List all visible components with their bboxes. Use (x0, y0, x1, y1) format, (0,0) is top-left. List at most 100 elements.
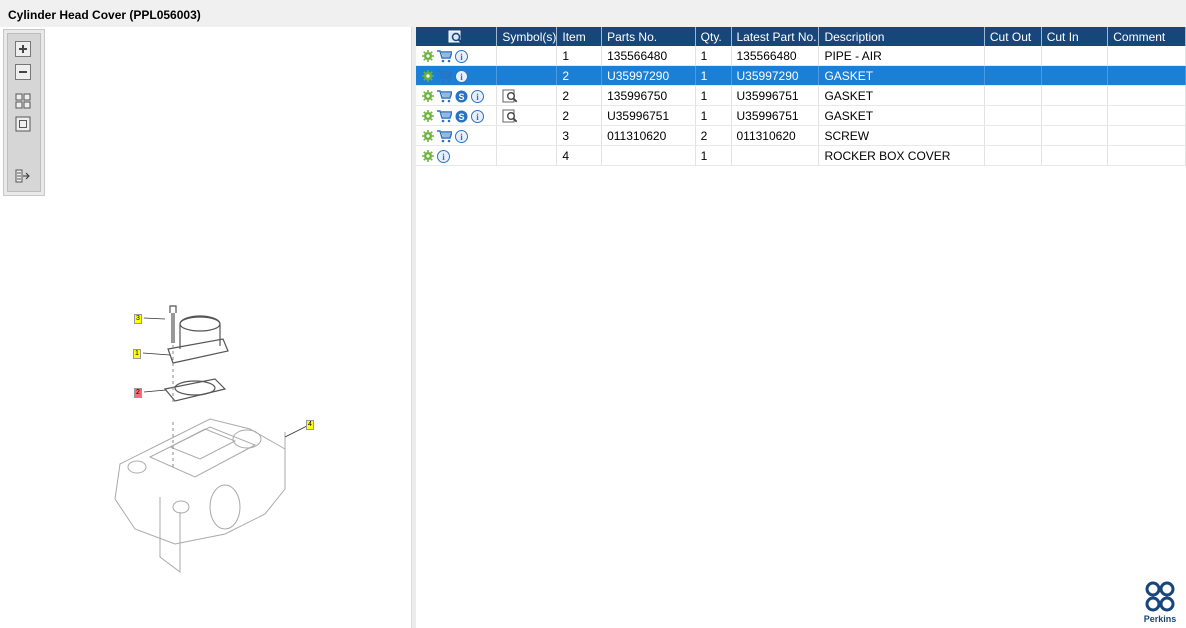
cell-description: GASKET (818, 105, 985, 126)
view-document-icon[interactable] (502, 89, 518, 103)
cell-cut-out (984, 65, 1042, 86)
cell-cut-in (1041, 105, 1109, 126)
cell-comment (1107, 125, 1186, 146)
info-icon[interactable]: i (455, 129, 468, 143)
cell-comment (1107, 46, 1186, 66)
cell-qty: 1 (695, 46, 732, 66)
actual-size-button[interactable] (14, 115, 32, 133)
cell-symbols (496, 85, 558, 106)
gear-icon[interactable] (422, 90, 434, 103)
viewer-toolbox (3, 29, 45, 196)
cart-icon[interactable] (437, 89, 452, 103)
diagram-pane[interactable]: 3 1 2 4 (0, 27, 411, 628)
brand-name: Perkins (1144, 614, 1177, 624)
pane-splitter[interactable] (411, 27, 417, 628)
cell-symbols (496, 105, 558, 126)
callout-1[interactable]: 1 (133, 349, 141, 359)
svg-text:i: i (476, 92, 479, 102)
svg-text:S: S (458, 112, 464, 122)
cell-symbols (496, 46, 558, 66)
substitute-s-icon[interactable]: S (455, 90, 468, 103)
cell-parts-no: 135566480 (601, 46, 696, 66)
header-item[interactable]: Item (556, 27, 603, 46)
callout-3[interactable]: 3 (134, 314, 142, 324)
substitute-s-icon[interactable]: S (455, 110, 468, 123)
cart-icon[interactable] (437, 69, 452, 83)
header-comment[interactable]: Comment (1107, 27, 1186, 46)
info-icon[interactable]: i (471, 89, 484, 103)
cell-latest-part-no: U35996751 (731, 105, 820, 126)
row-actions: i (416, 145, 498, 166)
info-icon[interactable]: i (437, 149, 450, 163)
gear-icon[interactable] (422, 130, 434, 143)
header-description[interactable]: Description (818, 27, 985, 46)
cell-description: ROCKER BOX COVER (818, 145, 985, 166)
table-row[interactable]: i 4 1 ROCKER BOX COVER (416, 145, 1186, 166)
svg-text:i: i (460, 72, 463, 82)
cell-qty: 1 (695, 105, 732, 126)
cart-icon[interactable] (437, 109, 452, 123)
actual-size-icon (15, 116, 31, 132)
magnifier-icon (448, 30, 464, 45)
view-document-icon[interactable] (502, 109, 518, 123)
row-actions: i (416, 125, 498, 146)
cell-qty: 1 (695, 145, 732, 166)
cell-latest-part-no: U35997290 (731, 65, 820, 86)
cell-qty: 1 (695, 85, 732, 106)
svg-text:i: i (476, 112, 479, 122)
page-title: Cylinder Head Cover (PPL056003) (8, 8, 201, 22)
header-parts-no[interactable]: Parts No. (601, 27, 696, 46)
exploded-parts-diagram (114, 305, 308, 573)
gear-icon[interactable] (422, 70, 434, 83)
info-icon[interactable]: i (455, 69, 468, 83)
cell-cut-in (1041, 145, 1109, 166)
cell-comment (1107, 85, 1186, 106)
cell-latest-part-no: 135566480 (731, 46, 820, 66)
header-cut-out[interactable]: Cut Out (984, 27, 1042, 46)
cell-cut-out (984, 145, 1042, 166)
cell-cut-in (1041, 46, 1109, 66)
header-preview[interactable] (416, 27, 498, 46)
table-row[interactable]: i 2 U35997290 1 U35997290 GASKET (416, 65, 1186, 86)
callout-4[interactable]: 4 (306, 420, 314, 430)
zoom-in-button[interactable] (14, 40, 32, 58)
cell-parts-no: U35997290 (601, 65, 696, 86)
cell-parts-no: 011310620 (601, 125, 696, 146)
cell-item: 2 (556, 105, 603, 126)
parts-list-pane: Symbol(s) Item Parts No. Qty. Latest Par… (416, 27, 1186, 628)
info-icon[interactable]: i (455, 49, 468, 63)
svg-text:i: i (442, 152, 445, 162)
cell-parts-no: 135996750 (601, 85, 696, 106)
zoom-out-button[interactable] (14, 63, 32, 81)
cart-icon[interactable] (437, 49, 452, 63)
header-qty[interactable]: Qty. (695, 27, 732, 46)
cell-latest-part-no: 011310620 (731, 125, 820, 146)
cell-item: 2 (556, 65, 603, 86)
export-button[interactable] (14, 167, 32, 185)
gear-icon[interactable] (422, 50, 434, 63)
fit-all-button[interactable] (14, 92, 32, 110)
header-latest-part-no[interactable]: Latest Part No. (731, 27, 820, 46)
gear-icon[interactable] (422, 110, 434, 123)
callout-2[interactable]: 2 (134, 388, 142, 398)
cart-icon[interactable] (437, 129, 452, 143)
header-cut-in[interactable]: Cut In (1041, 27, 1109, 46)
table-row[interactable]: i 3 011310620 2 011310620 SCREW (416, 125, 1186, 146)
table-row[interactable]: i 1 135566480 1 135566480 PIPE - AIR (416, 46, 1186, 66)
header-symbols[interactable]: Symbol(s) (496, 27, 558, 46)
cell-symbols (496, 125, 558, 146)
info-icon[interactable]: i (471, 109, 484, 123)
perkins-logo: Perkins (1144, 581, 1177, 624)
cell-comment (1107, 65, 1186, 86)
gear-icon[interactable] (422, 150, 434, 163)
cell-symbols (496, 145, 558, 166)
export-icon (15, 169, 30, 183)
cell-comment (1107, 105, 1186, 126)
title-bar: Cylinder Head Cover (PPL056003) (0, 0, 1186, 27)
cell-symbols (496, 65, 558, 86)
parts-table: Symbol(s) Item Parts No. Qty. Latest Par… (416, 27, 1186, 166)
